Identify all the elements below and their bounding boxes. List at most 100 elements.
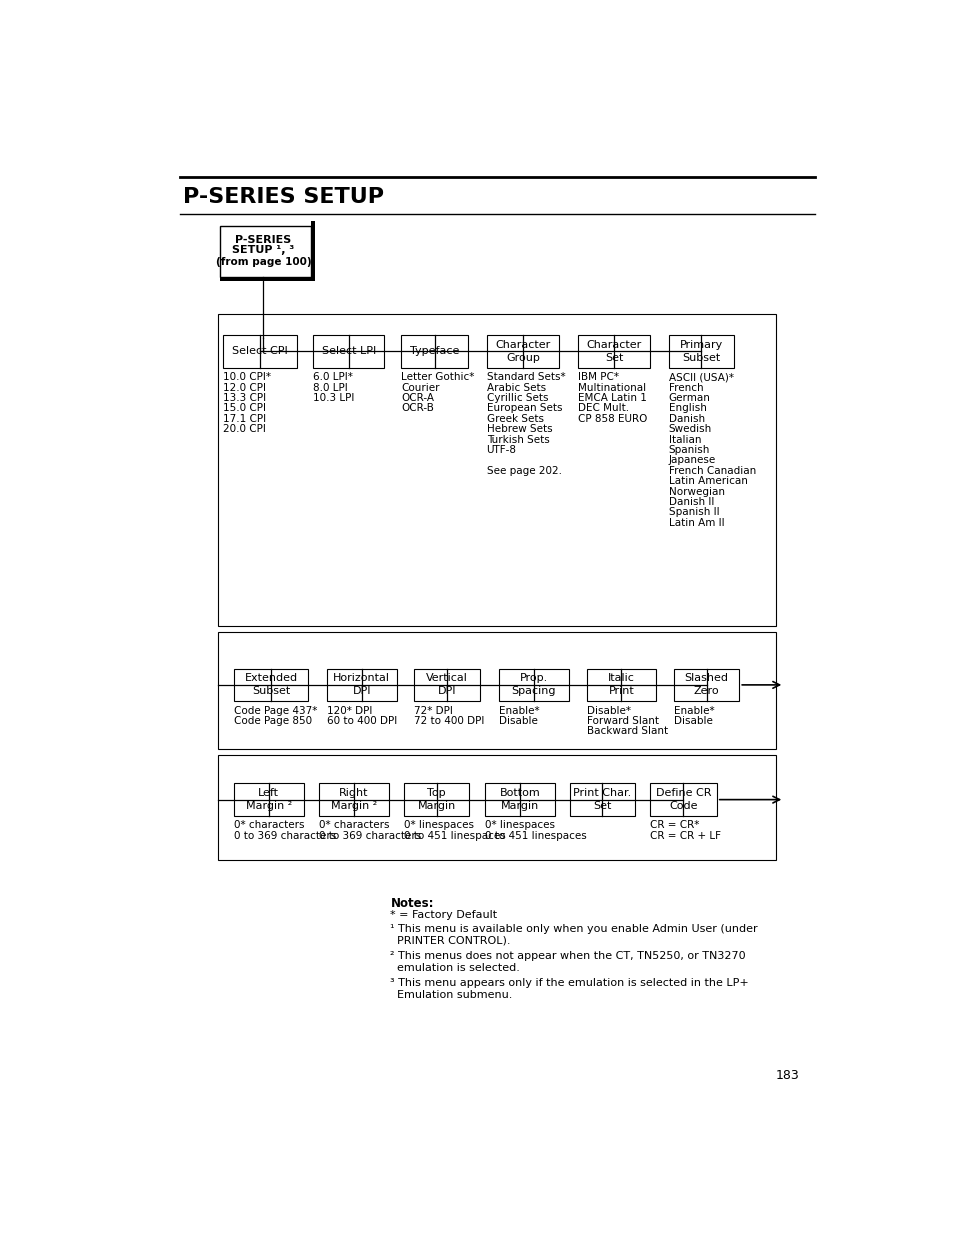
- Text: Hebrew Sets: Hebrew Sets: [486, 425, 552, 435]
- Text: French Canadian: French Canadian: [668, 466, 755, 475]
- Text: 0 to 369 characters: 0 to 369 characters: [319, 831, 421, 841]
- Bar: [218, 314, 776, 626]
- Text: 0 to 451 linespaces: 0 to 451 linespaces: [404, 831, 506, 841]
- Text: Right
Margin ²: Right Margin ²: [331, 788, 376, 811]
- Bar: [587, 668, 655, 701]
- Text: 0* characters: 0* characters: [319, 820, 389, 830]
- Bar: [218, 632, 776, 748]
- Text: CR = CR + LF: CR = CR + LF: [649, 831, 720, 841]
- Text: ASCII (USA)*: ASCII (USA)*: [668, 372, 733, 383]
- Text: 0* linespaces: 0* linespaces: [484, 820, 555, 830]
- Text: Disable*: Disable*: [587, 705, 631, 715]
- Bar: [649, 783, 716, 816]
- Text: 6.0 LPI*: 6.0 LPI*: [313, 372, 353, 383]
- Text: P-SERIES: P-SERIES: [235, 235, 292, 246]
- Text: Disable: Disable: [674, 716, 712, 726]
- Bar: [401, 336, 468, 368]
- Text: 0* linespaces: 0* linespaces: [404, 820, 474, 830]
- Bar: [233, 668, 308, 701]
- Text: 72 to 400 DPI: 72 to 400 DPI: [414, 716, 483, 726]
- Text: Character
Group: Character Group: [495, 340, 550, 363]
- Text: Greek Sets: Greek Sets: [486, 414, 543, 424]
- Text: (from page 100): (from page 100): [215, 257, 311, 267]
- Text: P-SERIES SETUP: P-SERIES SETUP: [183, 186, 383, 206]
- Bar: [311, 221, 315, 277]
- Text: Define CR
Code: Define CR Code: [655, 788, 710, 811]
- Text: Danish: Danish: [668, 414, 704, 424]
- Text: ¹ This menu is available only when you enable Admin User (under
  PRINTER CONTRO: ¹ This menu is available only when you e…: [390, 924, 758, 946]
- Text: Slashed
Zero: Slashed Zero: [684, 673, 728, 697]
- Text: English: English: [668, 404, 706, 414]
- Text: Select CPI: Select CPI: [233, 347, 288, 357]
- Bar: [327, 668, 396, 701]
- Text: 60 to 400 DPI: 60 to 400 DPI: [327, 716, 396, 726]
- Text: Prop.
Spacing: Prop. Spacing: [511, 673, 556, 697]
- Text: Courier: Courier: [401, 383, 439, 393]
- Text: ² This menus does not appear when the CT, TN5250, or TN3270
  emulation is selec: ² This menus does not appear when the CT…: [390, 951, 745, 973]
- Text: Vertical
DPI: Vertical DPI: [425, 673, 467, 697]
- Text: 20.0 CPI: 20.0 CPI: [223, 425, 266, 435]
- Text: 0 to 451 linespaces: 0 to 451 linespaces: [484, 831, 586, 841]
- Text: 0* characters: 0* characters: [233, 820, 304, 830]
- Text: Letter Gothic*: Letter Gothic*: [401, 372, 475, 383]
- Bar: [218, 755, 776, 861]
- Text: Select LPI: Select LPI: [321, 347, 375, 357]
- Text: IBM PC*: IBM PC*: [578, 372, 618, 383]
- Text: Italian: Italian: [668, 435, 700, 445]
- Text: CR = CR*: CR = CR*: [649, 820, 699, 830]
- Text: Code Page 437*: Code Page 437*: [233, 705, 317, 715]
- Text: Italic
Print: Italic Print: [607, 673, 635, 697]
- Bar: [313, 336, 384, 368]
- Text: Danish II: Danish II: [668, 496, 714, 508]
- Text: Norwegian: Norwegian: [668, 487, 724, 496]
- Text: See page 202.: See page 202.: [486, 466, 561, 475]
- Text: OCR-A: OCR-A: [401, 393, 434, 403]
- Bar: [414, 668, 479, 701]
- Text: Print Char.
Set: Print Char. Set: [573, 788, 631, 811]
- Text: EMCA Latin 1: EMCA Latin 1: [578, 393, 646, 403]
- Text: Extended
Subset: Extended Subset: [244, 673, 297, 697]
- Bar: [486, 336, 558, 368]
- Text: Standard Sets*: Standard Sets*: [486, 372, 564, 383]
- Bar: [498, 668, 568, 701]
- Text: Forward Slant: Forward Slant: [587, 716, 659, 726]
- Text: CP 858 EURO: CP 858 EURO: [578, 414, 647, 424]
- Text: Latin Am II: Latin Am II: [668, 517, 723, 527]
- Text: 0 to 369 characters: 0 to 369 characters: [233, 831, 335, 841]
- Bar: [404, 783, 468, 816]
- Text: Primary
Subset: Primary Subset: [679, 340, 722, 363]
- Bar: [220, 277, 315, 282]
- Bar: [668, 336, 733, 368]
- Text: OCR-B: OCR-B: [401, 404, 434, 414]
- Bar: [484, 783, 555, 816]
- Text: Swedish: Swedish: [668, 425, 711, 435]
- Bar: [578, 336, 649, 368]
- Text: Enable*: Enable*: [674, 705, 714, 715]
- Bar: [223, 336, 297, 368]
- Bar: [674, 668, 739, 701]
- Text: 10.3 LPI: 10.3 LPI: [313, 393, 354, 403]
- Text: * = Factory Default: * = Factory Default: [390, 910, 497, 920]
- Text: Spanish: Spanish: [668, 445, 709, 454]
- Text: Arabic Sets: Arabic Sets: [486, 383, 545, 393]
- Bar: [570, 783, 634, 816]
- Text: Code Page 850: Code Page 850: [233, 716, 312, 726]
- Bar: [220, 226, 311, 277]
- Text: Bottom
Margin: Bottom Margin: [499, 788, 539, 811]
- Text: 8.0 LPI: 8.0 LPI: [313, 383, 348, 393]
- Bar: [319, 783, 389, 816]
- Text: 72* DPI: 72* DPI: [414, 705, 452, 715]
- Text: Multinational: Multinational: [578, 383, 645, 393]
- Text: Notes:: Notes:: [390, 897, 434, 910]
- Text: Latin American: Latin American: [668, 477, 747, 487]
- Text: Turkish Sets: Turkish Sets: [486, 435, 549, 445]
- Text: 120* DPI: 120* DPI: [327, 705, 372, 715]
- Text: Cyrillic Sets: Cyrillic Sets: [486, 393, 548, 403]
- Text: Disable: Disable: [498, 716, 537, 726]
- Bar: [233, 783, 303, 816]
- Text: Japanese: Japanese: [668, 456, 715, 466]
- Text: Enable*: Enable*: [498, 705, 539, 715]
- Text: DEC Mult.: DEC Mult.: [578, 404, 629, 414]
- Text: SETUP ¹, ³: SETUP ¹, ³: [232, 246, 294, 256]
- Text: UTF-8: UTF-8: [486, 445, 517, 454]
